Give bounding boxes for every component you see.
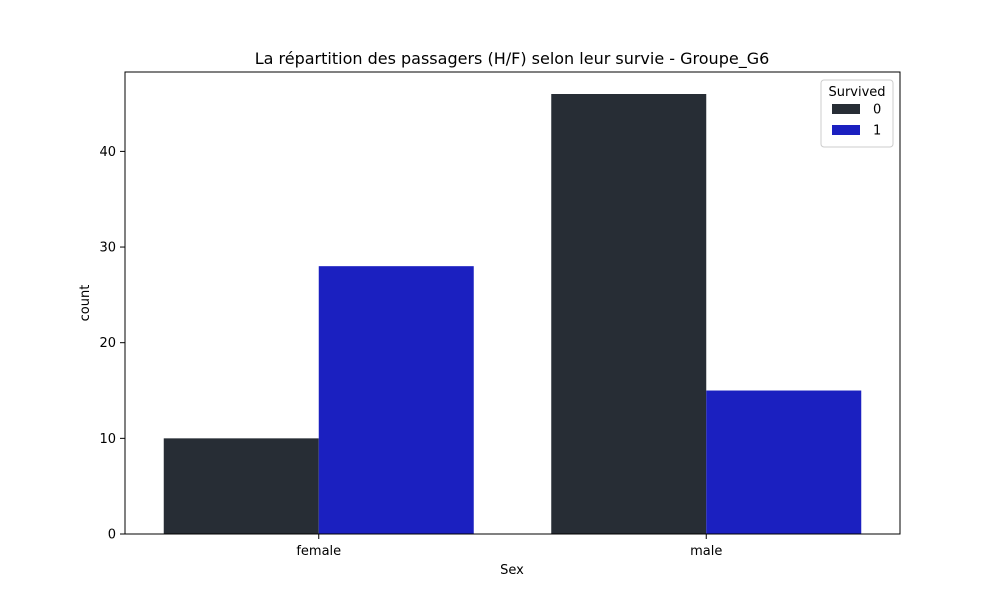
y-tick-label: 10 <box>99 432 116 447</box>
bars-group <box>163 94 862 534</box>
x-tick-label: female <box>296 544 341 559</box>
legend-label-0: 0 <box>873 103 881 118</box>
y-tick-label: 40 <box>99 145 116 160</box>
chart-title: La répartition des passagers (H/F) selon… <box>255 49 770 69</box>
bar-female-survived-0 <box>163 438 319 534</box>
y-tick-label: 0 <box>108 528 116 543</box>
legend-swatch-0 <box>832 104 860 114</box>
legend-swatch-1 <box>832 125 860 135</box>
legend-title: Survived <box>828 85 885 100</box>
y-tick-label: 30 <box>99 241 116 256</box>
legend: Survived 01 <box>820 79 894 148</box>
bar-male-survived-1 <box>706 390 862 534</box>
legend-label-1: 1 <box>873 124 881 139</box>
y-axis-label: count <box>78 285 93 322</box>
bar-female-survived-1 <box>318 266 474 534</box>
y-axis: 0 10 20 30 40 <box>99 145 125 543</box>
x-tick-label: male <box>690 544 722 559</box>
y-tick-label: 20 <box>99 336 116 351</box>
plot-frame <box>124 71 901 535</box>
legend-items: 01 <box>832 103 881 139</box>
x-axis-label: Sex <box>500 563 524 578</box>
bar-male-survived-0 <box>551 94 707 534</box>
x-axis: female male <box>296 534 722 559</box>
